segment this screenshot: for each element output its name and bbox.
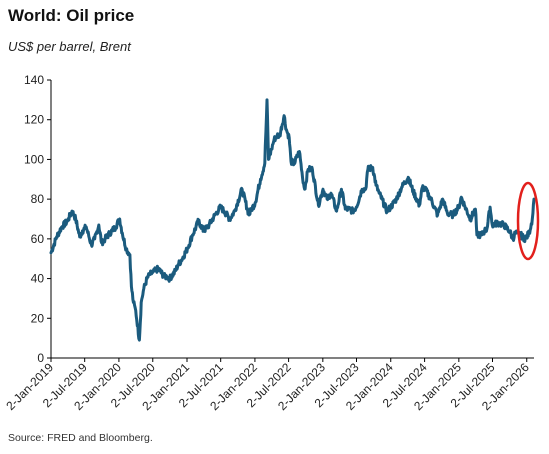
y-tick-label: 80 [31,192,45,206]
chart-title: World: Oil price [8,6,135,25]
y-tick-label: 100 [24,152,44,166]
y-tick-label: 0 [37,351,44,365]
axes [50,80,534,359]
y-tick-label: 60 [31,232,45,246]
source-note: Source: FRED and Bloomberg. [8,432,153,444]
chart-subtitle: US$ per barrel, Brent [8,39,131,54]
oil-price-line [49,98,536,342]
y-tick-label: 20 [31,311,45,325]
y-tick-label: 140 [24,73,44,87]
y-tick-label: 120 [24,113,44,127]
latest-value-highlight-ellipse [516,181,540,261]
series-group [49,98,536,342]
y-axis-ticks: 0 20 40 60 80 100 120 140 [24,73,51,365]
y-tick-label: 40 [31,272,45,286]
x-axis-ticks: 2-Jan-20192-Jul-20192-Jan-20202-Jul-2020… [3,358,532,413]
annotation-group [516,181,540,261]
